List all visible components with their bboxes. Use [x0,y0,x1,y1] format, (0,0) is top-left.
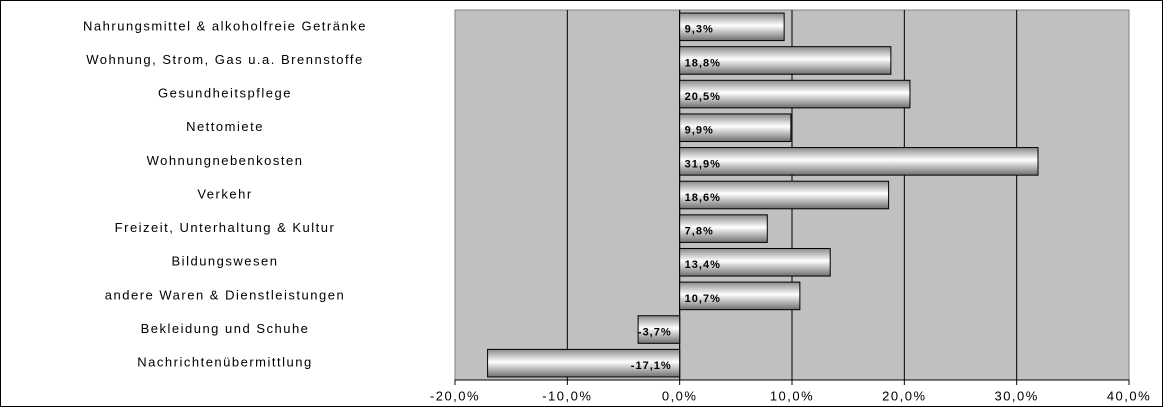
bar [679,180,890,210]
value-label: 20,5% [685,91,721,103]
x-tick-label: 30,0% [994,388,1038,403]
value-label: 18,8% [685,57,721,69]
bar [679,113,792,143]
category-label: Nettomiete [186,119,264,134]
bar [487,348,681,378]
category-label: Verkehr [197,186,252,201]
category-label: Nachrichtenübermittlung [137,355,312,370]
category-label: Freizeit, Unterhaltung & Kultur [115,220,336,235]
bar [679,46,892,75]
bar [679,247,831,277]
value-label: 9,9% [685,125,714,137]
bar [637,315,681,344]
bar [679,12,785,42]
category-label: Bekleidung und Schuhe [141,321,310,336]
value-label: 18,6% [685,192,721,204]
category-label: Wohnung, Strom, Gas u.a. Brennstoffe [86,52,364,67]
bar [679,147,1039,176]
x-tick-label: -20,0% [430,388,480,403]
value-label: -17,1% [631,360,672,372]
bar [679,79,911,109]
category-label: Gesundheitspflege [158,86,292,101]
x-tick-label: -10,0% [542,388,592,403]
value-label: 10,7% [685,293,721,305]
bar [679,281,801,311]
value-label: 9,3% [685,24,714,36]
x-tick-label: 20,0% [882,388,926,403]
x-tick-label: 40,0% [1107,388,1151,403]
bar [679,214,768,243]
value-label: 7,8% [685,226,714,238]
category-label: Nahrungsmittel & alkoholfreie Getränke [83,18,367,33]
value-label: 31,9% [685,158,721,170]
x-tick-label: 0,0% [662,388,698,403]
x-tick-label: 10,0% [770,388,814,403]
category-label: Bildungswesen [172,254,279,269]
category-label: Wohnungnebenkosten [147,153,304,168]
category-label: andere Waren & Dienstleistungen [105,287,345,302]
value-label: 13,4% [685,259,721,271]
value-label: -3,7% [638,326,672,338]
